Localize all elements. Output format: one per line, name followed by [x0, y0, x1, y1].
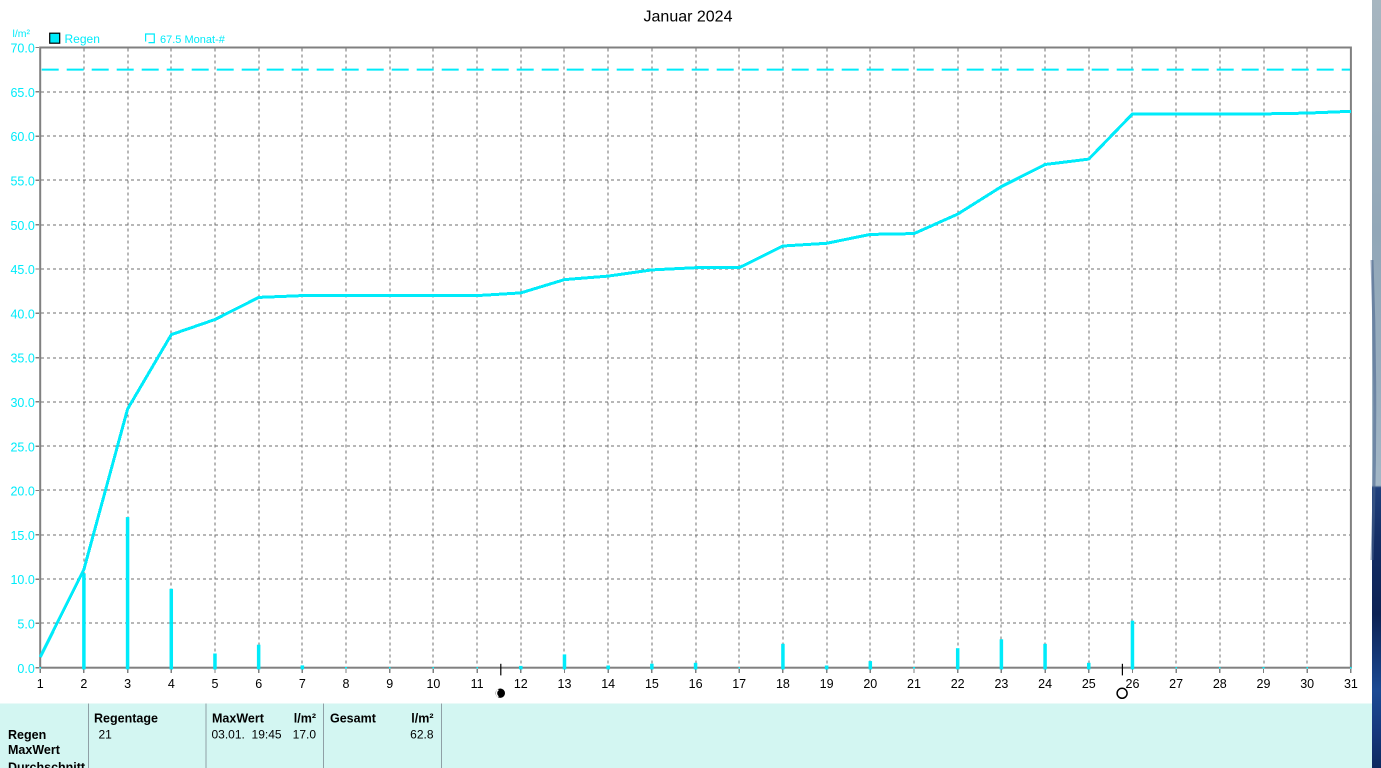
svg-text:l/m²: l/m² [294, 712, 316, 726]
svg-text:MaxWert: MaxWert [212, 712, 265, 726]
svg-text:17: 17 [732, 677, 746, 691]
svg-text:28: 28 [1213, 677, 1227, 691]
svg-text:0.0: 0.0 [17, 662, 34, 676]
svg-text:18: 18 [776, 677, 790, 691]
svg-text:35.0: 35.0 [10, 352, 34, 366]
svg-text:25: 25 [1082, 677, 1096, 691]
svg-text:9: 9 [386, 677, 393, 691]
svg-text:5.0: 5.0 [17, 618, 34, 632]
svg-text:40.0: 40.0 [10, 307, 34, 321]
svg-text:25.0: 25.0 [10, 440, 34, 454]
svg-text:20.0: 20.0 [10, 485, 34, 499]
svg-text:6: 6 [255, 677, 262, 691]
svg-text:3: 3 [124, 677, 131, 691]
svg-text:21: 21 [99, 727, 113, 741]
svg-text:15: 15 [645, 677, 659, 691]
svg-text:15.0: 15.0 [10, 529, 34, 543]
svg-text:67.5 Monat-#: 67.5 Monat-# [160, 34, 226, 46]
svg-text:Regen: Regen [8, 728, 46, 742]
svg-text:2: 2 [80, 677, 87, 691]
svg-text:31: 31 [1344, 677, 1358, 691]
svg-text:24: 24 [1038, 677, 1052, 691]
svg-text:03.01. 19:45: 03.01. 19:45 [212, 727, 282, 741]
svg-text:4: 4 [168, 677, 175, 691]
svg-text:60.0: 60.0 [10, 130, 34, 144]
svg-text:16: 16 [689, 677, 703, 691]
svg-text:45.0: 45.0 [10, 263, 34, 277]
svg-text:Januar 2024: Januar 2024 [644, 9, 733, 26]
svg-text:65.0: 65.0 [10, 86, 34, 100]
svg-text:8: 8 [343, 677, 350, 691]
svg-text:20: 20 [863, 677, 877, 691]
svg-text:23: 23 [994, 677, 1008, 691]
svg-text:5: 5 [212, 677, 219, 691]
svg-text:10.0: 10.0 [10, 573, 34, 587]
svg-text:30.0: 30.0 [10, 396, 34, 410]
svg-text:12: 12 [514, 677, 528, 691]
svg-text:19: 19 [820, 677, 834, 691]
svg-text:30: 30 [1300, 677, 1314, 691]
svg-text:50.0: 50.0 [10, 219, 34, 233]
svg-text:1: 1 [37, 677, 44, 691]
svg-text:27: 27 [1169, 677, 1183, 691]
svg-text:7: 7 [299, 677, 306, 691]
svg-text:21: 21 [907, 677, 921, 691]
svg-text:29: 29 [1257, 677, 1271, 691]
svg-text:Durchschnitt: Durchschnitt [8, 760, 86, 768]
svg-text:11: 11 [471, 677, 484, 691]
svg-text:Gesamt: Gesamt [330, 712, 377, 726]
svg-text:l/m²: l/m² [13, 28, 31, 40]
svg-text:Regen: Regen [65, 32, 100, 46]
svg-text:22: 22 [951, 677, 965, 691]
svg-text:MaxWert: MaxWert [8, 743, 61, 757]
svg-text:26: 26 [1126, 677, 1140, 691]
svg-text:l/m²: l/m² [411, 712, 433, 726]
svg-text:62.8: 62.8 [410, 727, 434, 741]
svg-text:17.0: 17.0 [293, 727, 317, 741]
svg-text:13: 13 [558, 677, 572, 691]
svg-text:Regentage: Regentage [94, 712, 158, 726]
svg-text:55.0: 55.0 [10, 175, 34, 189]
svg-text:14: 14 [601, 677, 615, 691]
svg-text:70.0: 70.0 [10, 42, 34, 56]
svg-text:10: 10 [426, 677, 440, 691]
